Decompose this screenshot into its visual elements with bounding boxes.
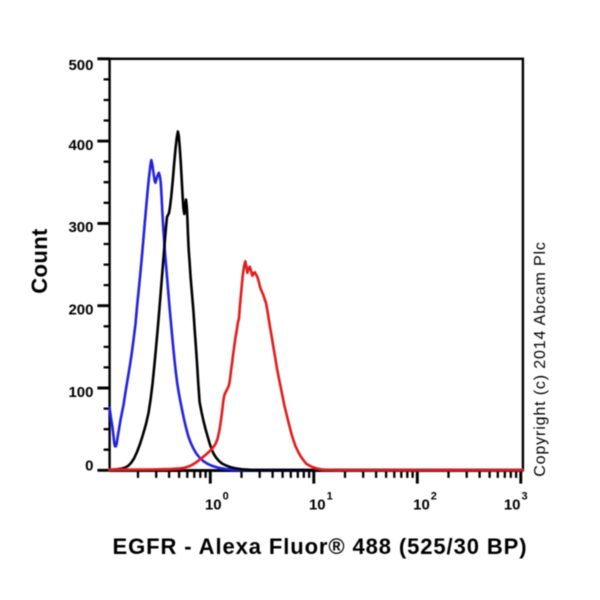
svg-text:500: 500	[68, 57, 93, 74]
svg-text:300: 300	[68, 219, 93, 236]
svg-text:10: 10	[205, 496, 222, 513]
svg-text:10: 10	[413, 496, 430, 513]
svg-text:0: 0	[223, 491, 229, 503]
svg-text:3: 3	[522, 491, 528, 503]
svg-text:2: 2	[431, 491, 437, 503]
svg-text:10: 10	[309, 496, 326, 513]
svg-text:400: 400	[68, 137, 93, 154]
svg-text:0: 0	[85, 458, 93, 475]
svg-text:Count: Count	[27, 228, 52, 294]
svg-text:100: 100	[68, 384, 93, 401]
svg-text:EGFR - Alexa Fluor® 488 (525/3: EGFR - Alexa Fluor® 488 (525/30 BP)	[113, 534, 528, 559]
svg-text:Copyright (c) 2014 Abcam Plc: Copyright (c) 2014 Abcam Plc	[532, 241, 549, 476]
svg-text:10: 10	[504, 496, 521, 513]
svg-text:1: 1	[327, 491, 333, 503]
svg-text:200: 200	[68, 302, 93, 319]
